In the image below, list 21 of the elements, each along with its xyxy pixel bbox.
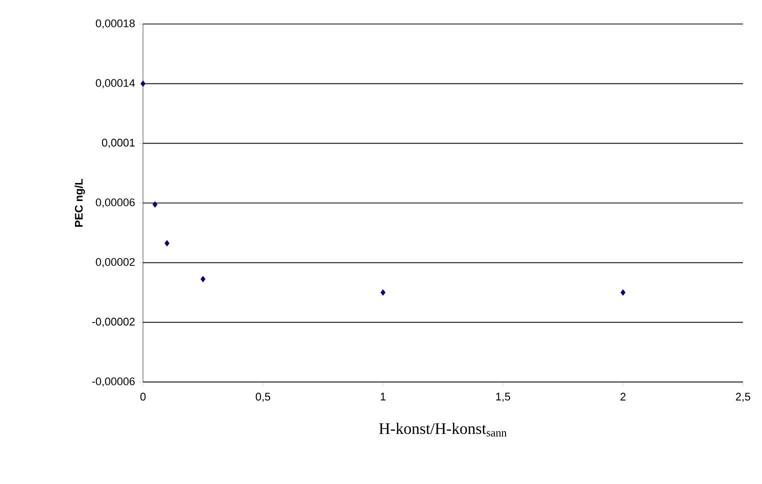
x-tick-label: 0,5 [256, 392, 270, 402]
point [164, 240, 170, 246]
y-tick-label: 0,0001 [102, 138, 135, 148]
y-tick-label: -0,00006 [92, 377, 135, 387]
x-tick-label: 1,5 [496, 392, 510, 402]
x-tick-label: 2,5 [736, 392, 750, 402]
point [620, 289, 626, 296]
point [152, 201, 158, 208]
x-axis-title: H-konst/H-konst$_{sann}$ [379, 422, 507, 437]
y-tick-label: 0,00014 [96, 79, 135, 88]
y-tick-label: -0,00002 [92, 318, 135, 327]
point [140, 80, 146, 87]
x-tick-label: 0 [140, 392, 146, 401]
y-tick-label: 0,00018 [96, 19, 135, 29]
point [380, 289, 386, 296]
y-tick-label: 0,00006 [96, 198, 135, 208]
y-tick-label: 0,00002 [96, 258, 135, 268]
x-tick-label: 2 [620, 392, 626, 400]
y-axis-title: PEC ng/L [74, 178, 85, 227]
x-tick-label: 1 [380, 392, 386, 400]
point [200, 276, 206, 282]
